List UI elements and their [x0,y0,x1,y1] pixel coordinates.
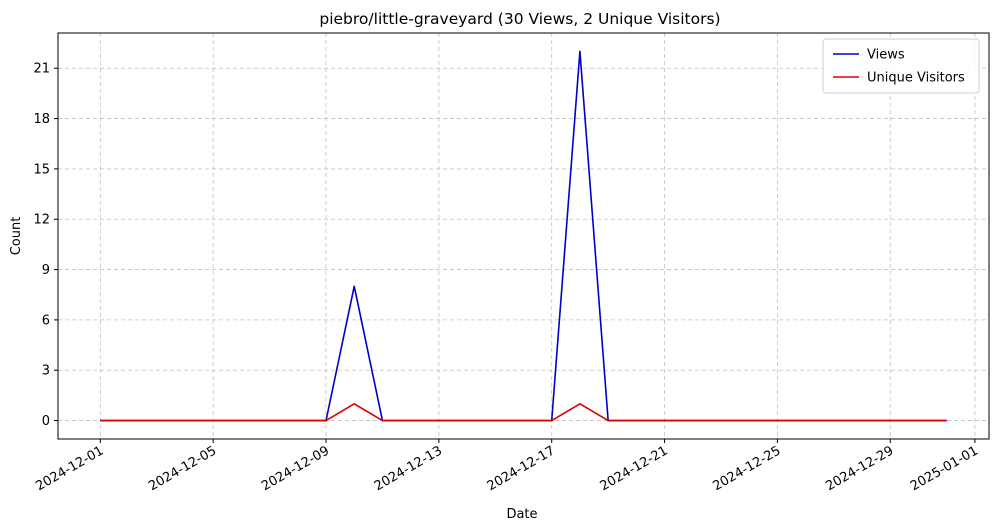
series-line-views [100,50,947,422]
series-line-unique-visitors [100,402,947,422]
x-tick-label: 2024-12-13 [372,443,445,494]
x-tick-label: 2024-12-21 [598,443,671,494]
x-axis: 2024-12-01 2024-12-05 2024-12-09 2024-12-13… [33,439,981,494]
y-axis: 0 3 6 9 12 15 18 21 [33,62,58,429]
grid [58,33,989,439]
y-tick-label: 12 [33,213,50,228]
x-tick-label: 2024-12-17 [485,443,558,494]
legend-label: Views [867,48,905,63]
series-layer [100,50,947,422]
y-tick-label: 0 [42,414,50,429]
legend-box [822,38,980,94]
y-tick-label: 18 [33,112,50,127]
x-tick-label: 2024-12-25 [710,443,783,494]
x-tick-label: 2025-01-01 [908,443,981,494]
y-axis-label: Count [9,217,24,256]
x-tick-label: 2024-12-29 [823,443,896,494]
x-tick-label: 2024-12-05 [146,443,219,494]
y-tick-label: 21 [33,62,50,77]
plot-frame [57,32,990,440]
x-tick-label: 2024-12-09 [259,443,332,494]
y-tick-label: 9 [42,263,50,278]
legend-label: Unique Visitors [867,71,965,86]
y-tick-label: 3 [42,364,50,379]
y-tick-label: 15 [33,162,50,177]
y-tick-label: 6 [42,313,50,328]
x-tick-label: 2024-12-01 [33,443,106,494]
legend: Views Unique Visitors [822,38,980,94]
chart-title: piebro/little-graveyard (30 Views, 2 Uni… [319,10,720,28]
x-axis-label: Date [506,507,537,522]
